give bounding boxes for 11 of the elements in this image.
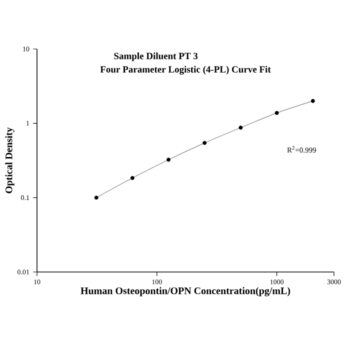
point bbox=[274, 110, 279, 115]
point bbox=[238, 126, 243, 130]
x-axis-title: Human Osteopontin/OPN Concentration(pg/mL) bbox=[80, 287, 290, 296]
text: Four Parameter Logistic (4-PL) Curve Fit bbox=[100, 66, 271, 75]
point bbox=[94, 196, 98, 200]
y-axis-title: Optical Density bbox=[5, 127, 14, 194]
chart-title: Sample Diluent PT 3 bbox=[114, 52, 198, 62]
point bbox=[310, 98, 315, 103]
point bbox=[130, 176, 134, 180]
point bbox=[166, 158, 171, 162]
point bbox=[202, 140, 207, 145]
